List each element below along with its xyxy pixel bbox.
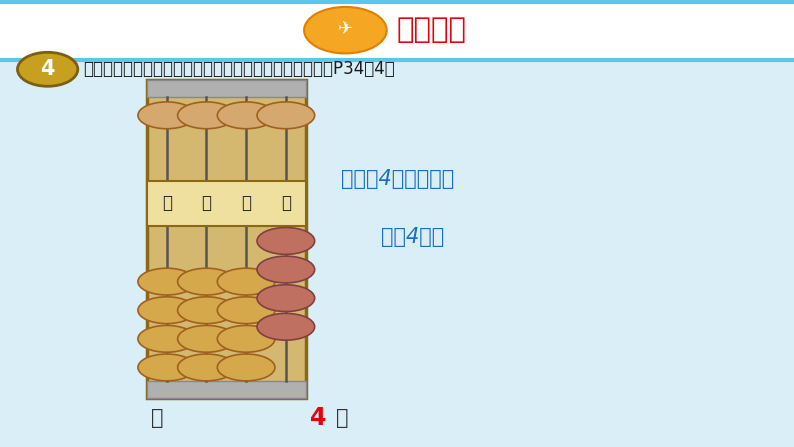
Ellipse shape — [218, 325, 275, 352]
Text: 个: 个 — [281, 194, 291, 212]
FancyBboxPatch shape — [147, 181, 306, 226]
Ellipse shape — [138, 297, 195, 324]
Ellipse shape — [257, 102, 314, 129]
Text: 下面算盘上表示的数各是多少？说一说，写一写。（教材P34例4）: 下面算盘上表示的数各是多少？说一说，写一写。（教材P34例4） — [83, 60, 395, 78]
FancyBboxPatch shape — [147, 381, 306, 398]
Text: ✈: ✈ — [337, 21, 353, 39]
Ellipse shape — [138, 354, 195, 381]
Text: 个位上4个下珠靠梁: 个位上4个下珠靠梁 — [341, 169, 455, 189]
Ellipse shape — [178, 325, 235, 352]
Ellipse shape — [178, 102, 235, 129]
Text: 4: 4 — [40, 59, 55, 79]
Text: 十: 十 — [241, 194, 251, 212]
Circle shape — [304, 7, 387, 54]
Circle shape — [17, 52, 78, 86]
Ellipse shape — [218, 354, 275, 381]
Ellipse shape — [218, 102, 275, 129]
Ellipse shape — [257, 285, 314, 312]
Ellipse shape — [138, 325, 195, 352]
Ellipse shape — [257, 256, 314, 283]
Text: 百: 百 — [202, 194, 211, 212]
Ellipse shape — [138, 102, 195, 129]
Ellipse shape — [218, 268, 275, 295]
Ellipse shape — [257, 228, 314, 254]
FancyBboxPatch shape — [147, 80, 306, 97]
FancyBboxPatch shape — [0, 0, 794, 60]
Text: 表示4个一: 表示4个一 — [381, 227, 445, 247]
Text: ）: ） — [336, 408, 349, 428]
Text: 探索新知: 探索新知 — [397, 16, 467, 44]
Ellipse shape — [218, 297, 275, 324]
Ellipse shape — [138, 268, 195, 295]
Text: 4: 4 — [310, 406, 326, 430]
Text: 千: 千 — [162, 194, 172, 212]
Ellipse shape — [178, 268, 235, 295]
Ellipse shape — [257, 313, 314, 340]
FancyBboxPatch shape — [147, 80, 306, 398]
Ellipse shape — [178, 354, 235, 381]
Text: （: （ — [151, 408, 164, 428]
Ellipse shape — [178, 297, 235, 324]
